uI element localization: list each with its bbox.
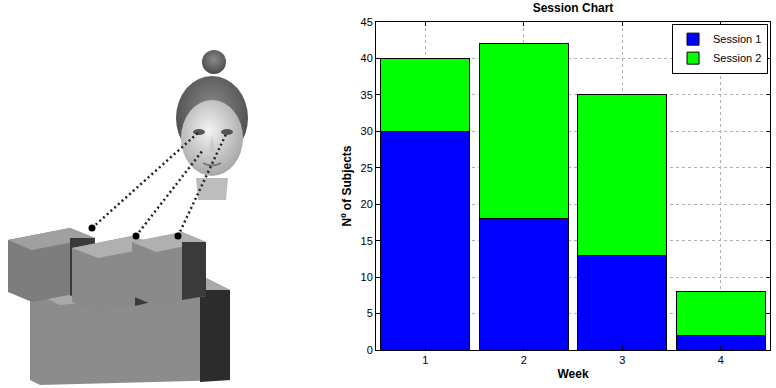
svg-text:35: 35 bbox=[361, 89, 373, 101]
svg-text:30: 30 bbox=[361, 125, 373, 137]
svg-text:25: 25 bbox=[361, 162, 373, 174]
svg-text:40: 40 bbox=[361, 52, 373, 64]
svg-text:10: 10 bbox=[361, 271, 373, 283]
svg-text:20: 20 bbox=[361, 198, 373, 210]
svg-text:Session Chart: Session Chart bbox=[533, 1, 614, 15]
svg-text:45: 45 bbox=[361, 16, 373, 28]
svg-text:Session 2: Session 2 bbox=[713, 52, 761, 64]
svg-text:Nº of Subjects: Nº of Subjects bbox=[340, 145, 354, 226]
svg-text:15: 15 bbox=[361, 235, 373, 247]
svg-text:5: 5 bbox=[367, 307, 373, 319]
svg-text:3: 3 bbox=[619, 354, 625, 366]
svg-text:Session 1: Session 1 bbox=[713, 33, 761, 45]
svg-text:0: 0 bbox=[367, 344, 373, 356]
svg-text:2: 2 bbox=[521, 354, 527, 366]
svg-text:1: 1 bbox=[422, 354, 428, 366]
svg-text:4: 4 bbox=[718, 354, 724, 366]
svg-text:Week: Week bbox=[557, 367, 588, 381]
